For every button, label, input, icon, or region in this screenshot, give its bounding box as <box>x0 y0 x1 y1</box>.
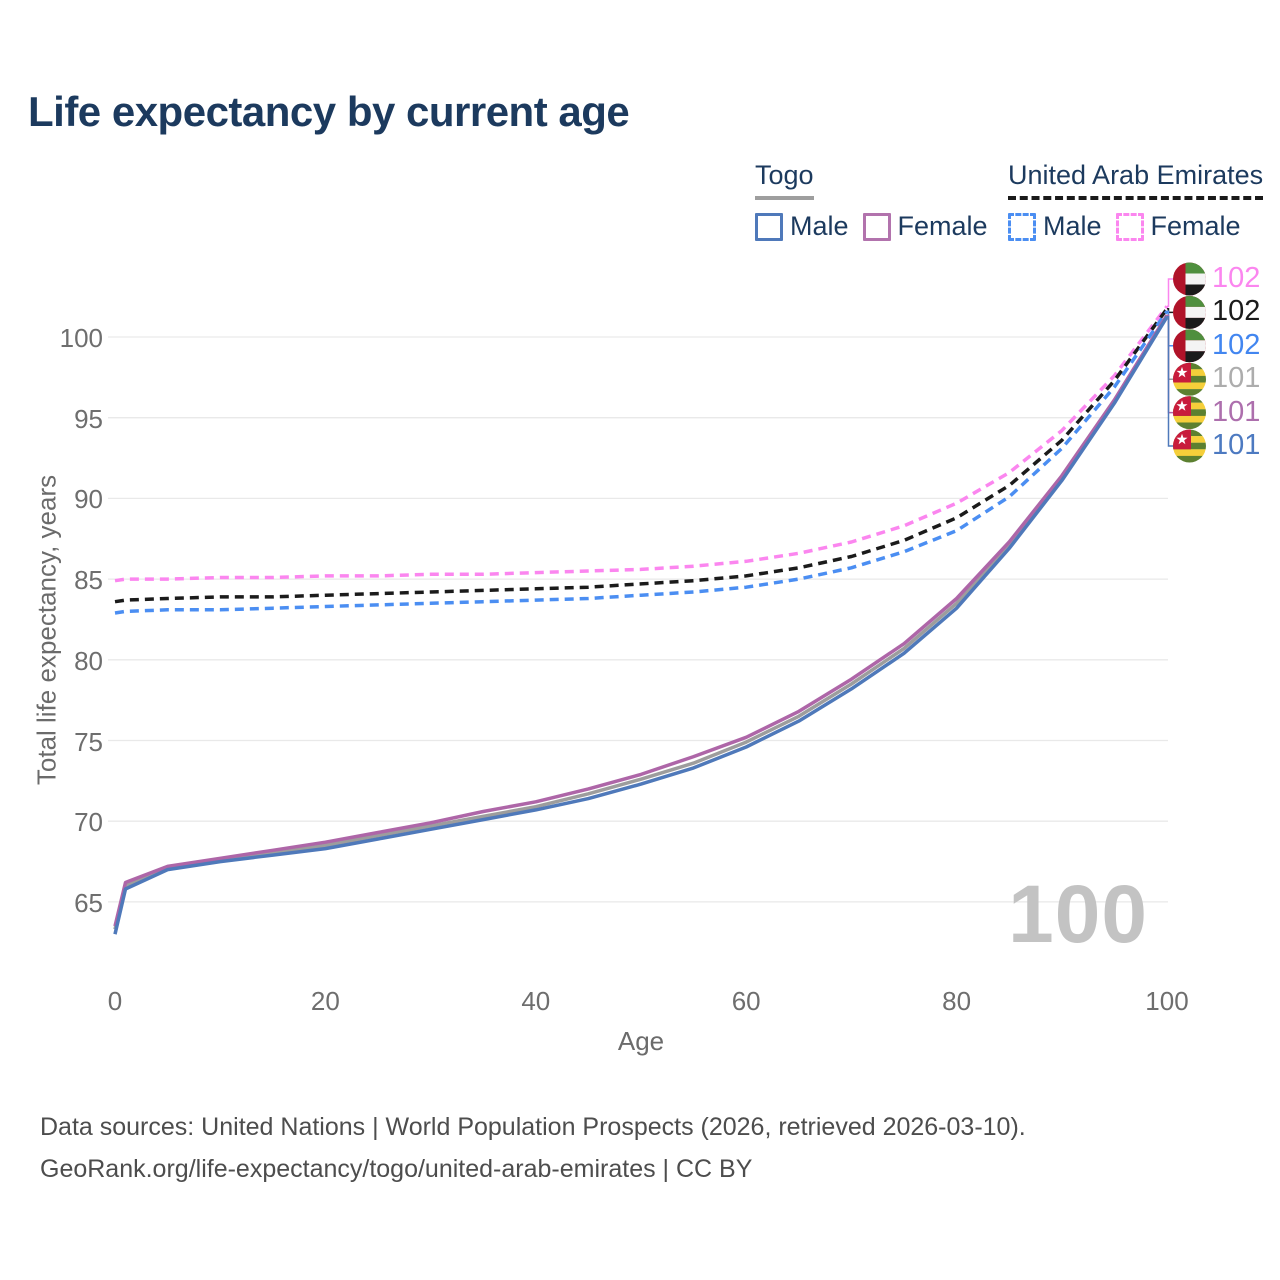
flag-togo-icon <box>1173 362 1206 396</box>
legend-uae-male-label: Male <box>1043 211 1102 241</box>
y-tick-75: 75 <box>74 726 103 757</box>
footer-data-sources: Data sources: United Nations | World Pop… <box>40 1113 1026 1141</box>
flag-togo-icon <box>1173 396 1206 430</box>
legend-togo-items: Male Female <box>755 211 988 242</box>
x-axis-title: Age <box>617 1026 665 1056</box>
y-tick-70: 70 <box>74 807 103 838</box>
end-label-uae-female: 102 <box>1212 262 1261 294</box>
end-label-uae-average: 102 <box>1212 295 1261 328</box>
uae-female-swatch-icon <box>1115 212 1144 241</box>
y-tick-95: 95 <box>74 403 103 434</box>
legend-uae-male[interactable]: Male <box>1008 211 1102 242</box>
uae-male-swatch-icon <box>1008 212 1036 241</box>
y-tick-100: 100 <box>59 323 103 353</box>
line-uae-male <box>114 310 1169 615</box>
line-uae-average <box>114 307 1169 604</box>
togo-female-swatch-icon <box>862 212 891 241</box>
line-togo-average <box>113 315 1169 930</box>
flag-uae-icon <box>1173 329 1206 363</box>
end-label-uae-male: 102 <box>1212 328 1261 361</box>
line-togo-female <box>113 314 1169 927</box>
legend-uae-title[interactable]: United Arab Emirates <box>1008 160 1264 200</box>
y-tick-90: 90 <box>74 484 103 515</box>
x-tick-80: 80 <box>942 986 972 1016</box>
legend-uae: United Arab Emirates Male Female <box>1008 160 1264 242</box>
legend-uae-female-label: Female <box>1150 211 1241 241</box>
x-tick-20: 20 <box>310 986 340 1016</box>
x-tick-60: 60 <box>731 986 761 1016</box>
end-label-togo-male: 101 <box>1212 429 1261 461</box>
legend-togo: Togo Male Female <box>755 160 988 242</box>
line-togo-male <box>113 315 1169 935</box>
flag-uae-icon <box>1173 262 1206 296</box>
y-tick-85: 85 <box>74 565 103 596</box>
legend-uae-items: Male Female <box>1008 211 1263 242</box>
current-age-watermark: 100 <box>1008 869 1148 960</box>
legend-togo-female[interactable]: Female <box>862 211 988 242</box>
legend-togo-male-label: Male <box>790 211 849 241</box>
x-tick-0: 0 <box>107 986 123 1016</box>
legend-togo-male[interactable]: Male <box>755 211 849 242</box>
togo-male-swatch-icon <box>755 212 783 241</box>
y-tick-80: 80 <box>74 645 103 676</box>
leader-togo-male <box>1167 316 1173 447</box>
y-tick-65: 65 <box>74 887 103 918</box>
flag-togo-icon <box>1173 429 1206 463</box>
footer: Data sources: United Nations | World Pop… <box>40 1106 1026 1190</box>
legend-uae-female[interactable]: Female <box>1115 211 1241 242</box>
footer-attribution: GeoRank.org/life-expectancy/togo/united-… <box>40 1155 753 1183</box>
end-label-togo-female: 101 <box>1212 395 1261 428</box>
legend-togo-female-label: Female <box>897 211 988 241</box>
x-tick-40: 40 <box>521 986 551 1016</box>
x-tick-100: 100 <box>1145 986 1189 1016</box>
legend-togo-title[interactable]: Togo <box>755 160 814 200</box>
page-title: Life expectancy by current age <box>28 88 630 135</box>
line-uae-female <box>114 305 1169 583</box>
leader-uae-female <box>1167 278 1173 308</box>
flag-uae-icon <box>1173 295 1206 329</box>
end-label-togo-average: 101 <box>1212 362 1261 395</box>
